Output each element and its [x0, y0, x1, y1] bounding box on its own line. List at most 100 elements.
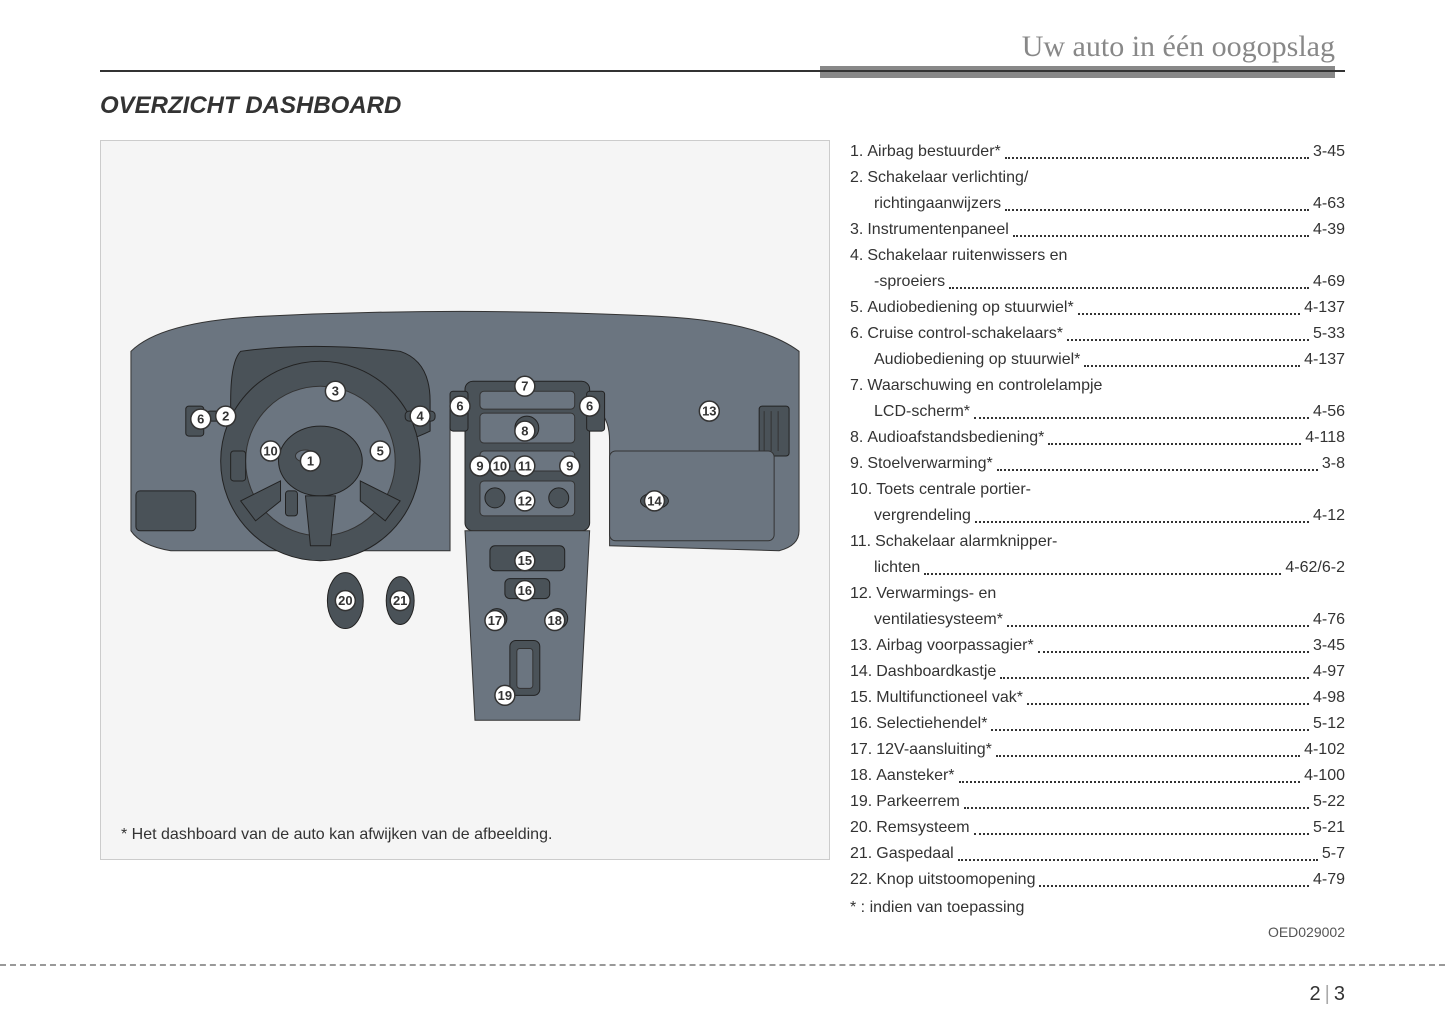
- list-item: 2.Schakelaar verlichting/: [850, 166, 1345, 190]
- item-number: 11.: [850, 530, 871, 554]
- item-text: Multifunctioneel vak*: [876, 686, 1023, 710]
- svg-text:6: 6: [586, 399, 593, 414]
- item-page-ref: 4-12: [1313, 504, 1345, 528]
- item-text: 12V-aansluiting*: [876, 738, 992, 762]
- list-item: LCD-scherm*4-56: [850, 400, 1345, 424]
- list-item: 14.Dashboardkastje4-97: [850, 660, 1345, 684]
- item-number: 22.: [850, 868, 872, 892]
- callout-6: 6: [191, 409, 211, 429]
- item-text: richtingaanwijzers: [874, 192, 1001, 216]
- item-number: 17.: [850, 738, 872, 762]
- item-page-ref: 5-7: [1322, 842, 1345, 866]
- callout-14: 14: [644, 491, 664, 511]
- callout-13: 13: [699, 401, 719, 421]
- item-leader-dots: [997, 452, 1318, 471]
- callout-18: 18: [545, 611, 565, 631]
- list-item: -sproeiers4-69: [850, 270, 1345, 294]
- list-item: 12.Verwarmings- en: [850, 582, 1345, 606]
- callout-6: 6: [450, 396, 470, 416]
- item-page-ref: 5-22: [1313, 790, 1345, 814]
- list-item: ventilatiesysteem*4-76: [850, 608, 1345, 632]
- list-item: 13.Airbag voorpassagier*3-45: [850, 634, 1345, 658]
- svg-text:6: 6: [197, 412, 204, 427]
- item-text: Schakelaar ruitenwissers en: [867, 244, 1067, 268]
- callout-6: 6: [580, 396, 600, 416]
- svg-text:6: 6: [456, 399, 463, 414]
- page-num: 3: [1334, 983, 1345, 1005]
- item-text: Selectiehendel*: [876, 712, 987, 736]
- list-item: richtingaanwijzers4-63: [850, 192, 1345, 216]
- item-number: 18.: [850, 764, 872, 788]
- item-page-ref: 5-12: [1313, 712, 1345, 736]
- item-leader-dots: [1005, 192, 1309, 211]
- callout-20: 20: [335, 591, 355, 611]
- callout-12: 12: [515, 491, 535, 511]
- item-text: ventilatiesysteem*: [874, 608, 1003, 632]
- item-number: 19.: [850, 790, 872, 814]
- item-text: Cruise control-schakelaars*: [867, 322, 1063, 346]
- item-leader-dots: [1007, 608, 1309, 627]
- item-text: Schakelaar verlichting/: [867, 166, 1028, 190]
- item-page-ref: 4-102: [1304, 738, 1345, 762]
- item-leader-dots: [949, 270, 1309, 289]
- item-number: 5.: [850, 296, 863, 320]
- list-item: 18.Aansteker*4-100: [850, 764, 1345, 788]
- item-leader-dots: [1027, 686, 1309, 705]
- item-text: Dashboardkastje: [876, 660, 996, 684]
- dashboard-svg: 12345666789910101112131415161718192021: [111, 151, 819, 771]
- item-page-ref: 4-39: [1313, 218, 1345, 242]
- callout-10: 10: [490, 456, 510, 476]
- callout-9: 9: [470, 456, 490, 476]
- item-leader-dots: [975, 504, 1309, 523]
- list-item: 21.Gaspedaal5-7: [850, 842, 1345, 866]
- item-number: 20.: [850, 816, 872, 840]
- item-leader-dots: [991, 712, 1309, 731]
- svg-text:10: 10: [493, 458, 507, 473]
- item-page-ref: 3-45: [1313, 140, 1345, 164]
- item-leader-dots: [924, 556, 1281, 575]
- item-number: 12.: [850, 582, 872, 606]
- callout-2: 2: [216, 406, 236, 426]
- list-item: 11.Schakelaar alarmknipper-: [850, 530, 1345, 554]
- svg-text:9: 9: [476, 458, 483, 473]
- item-page-ref: 4-137: [1304, 296, 1345, 320]
- callout-4: 4: [410, 406, 430, 426]
- item-text: Instrumentenpaneel: [867, 218, 1008, 242]
- item-number: 2.: [850, 166, 863, 190]
- svg-text:14: 14: [647, 493, 662, 508]
- item-page-ref: 4-118: [1305, 426, 1345, 450]
- page-sep: |: [1325, 983, 1330, 1005]
- callout-8: 8: [515, 421, 535, 441]
- item-text: Schakelaar alarmknipper-: [875, 530, 1057, 554]
- item-page-ref: 4-62/6-2: [1285, 556, 1345, 580]
- callout-11: 11: [515, 456, 535, 476]
- item-text: vergrendeling: [874, 504, 971, 528]
- item-leader-dots: [959, 764, 1301, 783]
- item-leader-dots: [1048, 426, 1301, 445]
- callout-17: 17: [485, 611, 505, 631]
- svg-text:18: 18: [548, 613, 562, 628]
- list-item: 22.Knop uitstoomopening4-79: [850, 868, 1345, 892]
- item-number: 16.: [850, 712, 872, 736]
- item-page-ref: 3-8: [1322, 452, 1345, 476]
- svg-text:20: 20: [338, 593, 352, 608]
- item-text: Airbag voorpassagier*: [876, 634, 1033, 658]
- item-text: Waarschuwing en controlelampje: [867, 374, 1102, 398]
- item-leader-dots: [996, 738, 1300, 757]
- item-number: 7.: [850, 374, 863, 398]
- item-text: Audiobediening op stuurwiel*: [867, 296, 1073, 320]
- header-bar: [820, 66, 1335, 78]
- callout-1: 1: [300, 451, 320, 471]
- item-text: Aansteker*: [876, 764, 954, 788]
- item-page-ref: 4-79: [1313, 868, 1345, 892]
- page-cut-line: [0, 964, 1445, 966]
- list-item: 19.Parkeerrem5-22: [850, 790, 1345, 814]
- callout-5: 5: [370, 441, 390, 461]
- item-leader-dots: [964, 790, 1309, 809]
- item-number: 13.: [850, 634, 872, 658]
- svg-text:21: 21: [393, 593, 407, 608]
- callout-9: 9: [560, 456, 580, 476]
- item-text: -sproeiers: [874, 270, 945, 294]
- item-number: 15.: [850, 686, 872, 710]
- list-item: 16.Selectiehendel* 5-12: [850, 712, 1345, 736]
